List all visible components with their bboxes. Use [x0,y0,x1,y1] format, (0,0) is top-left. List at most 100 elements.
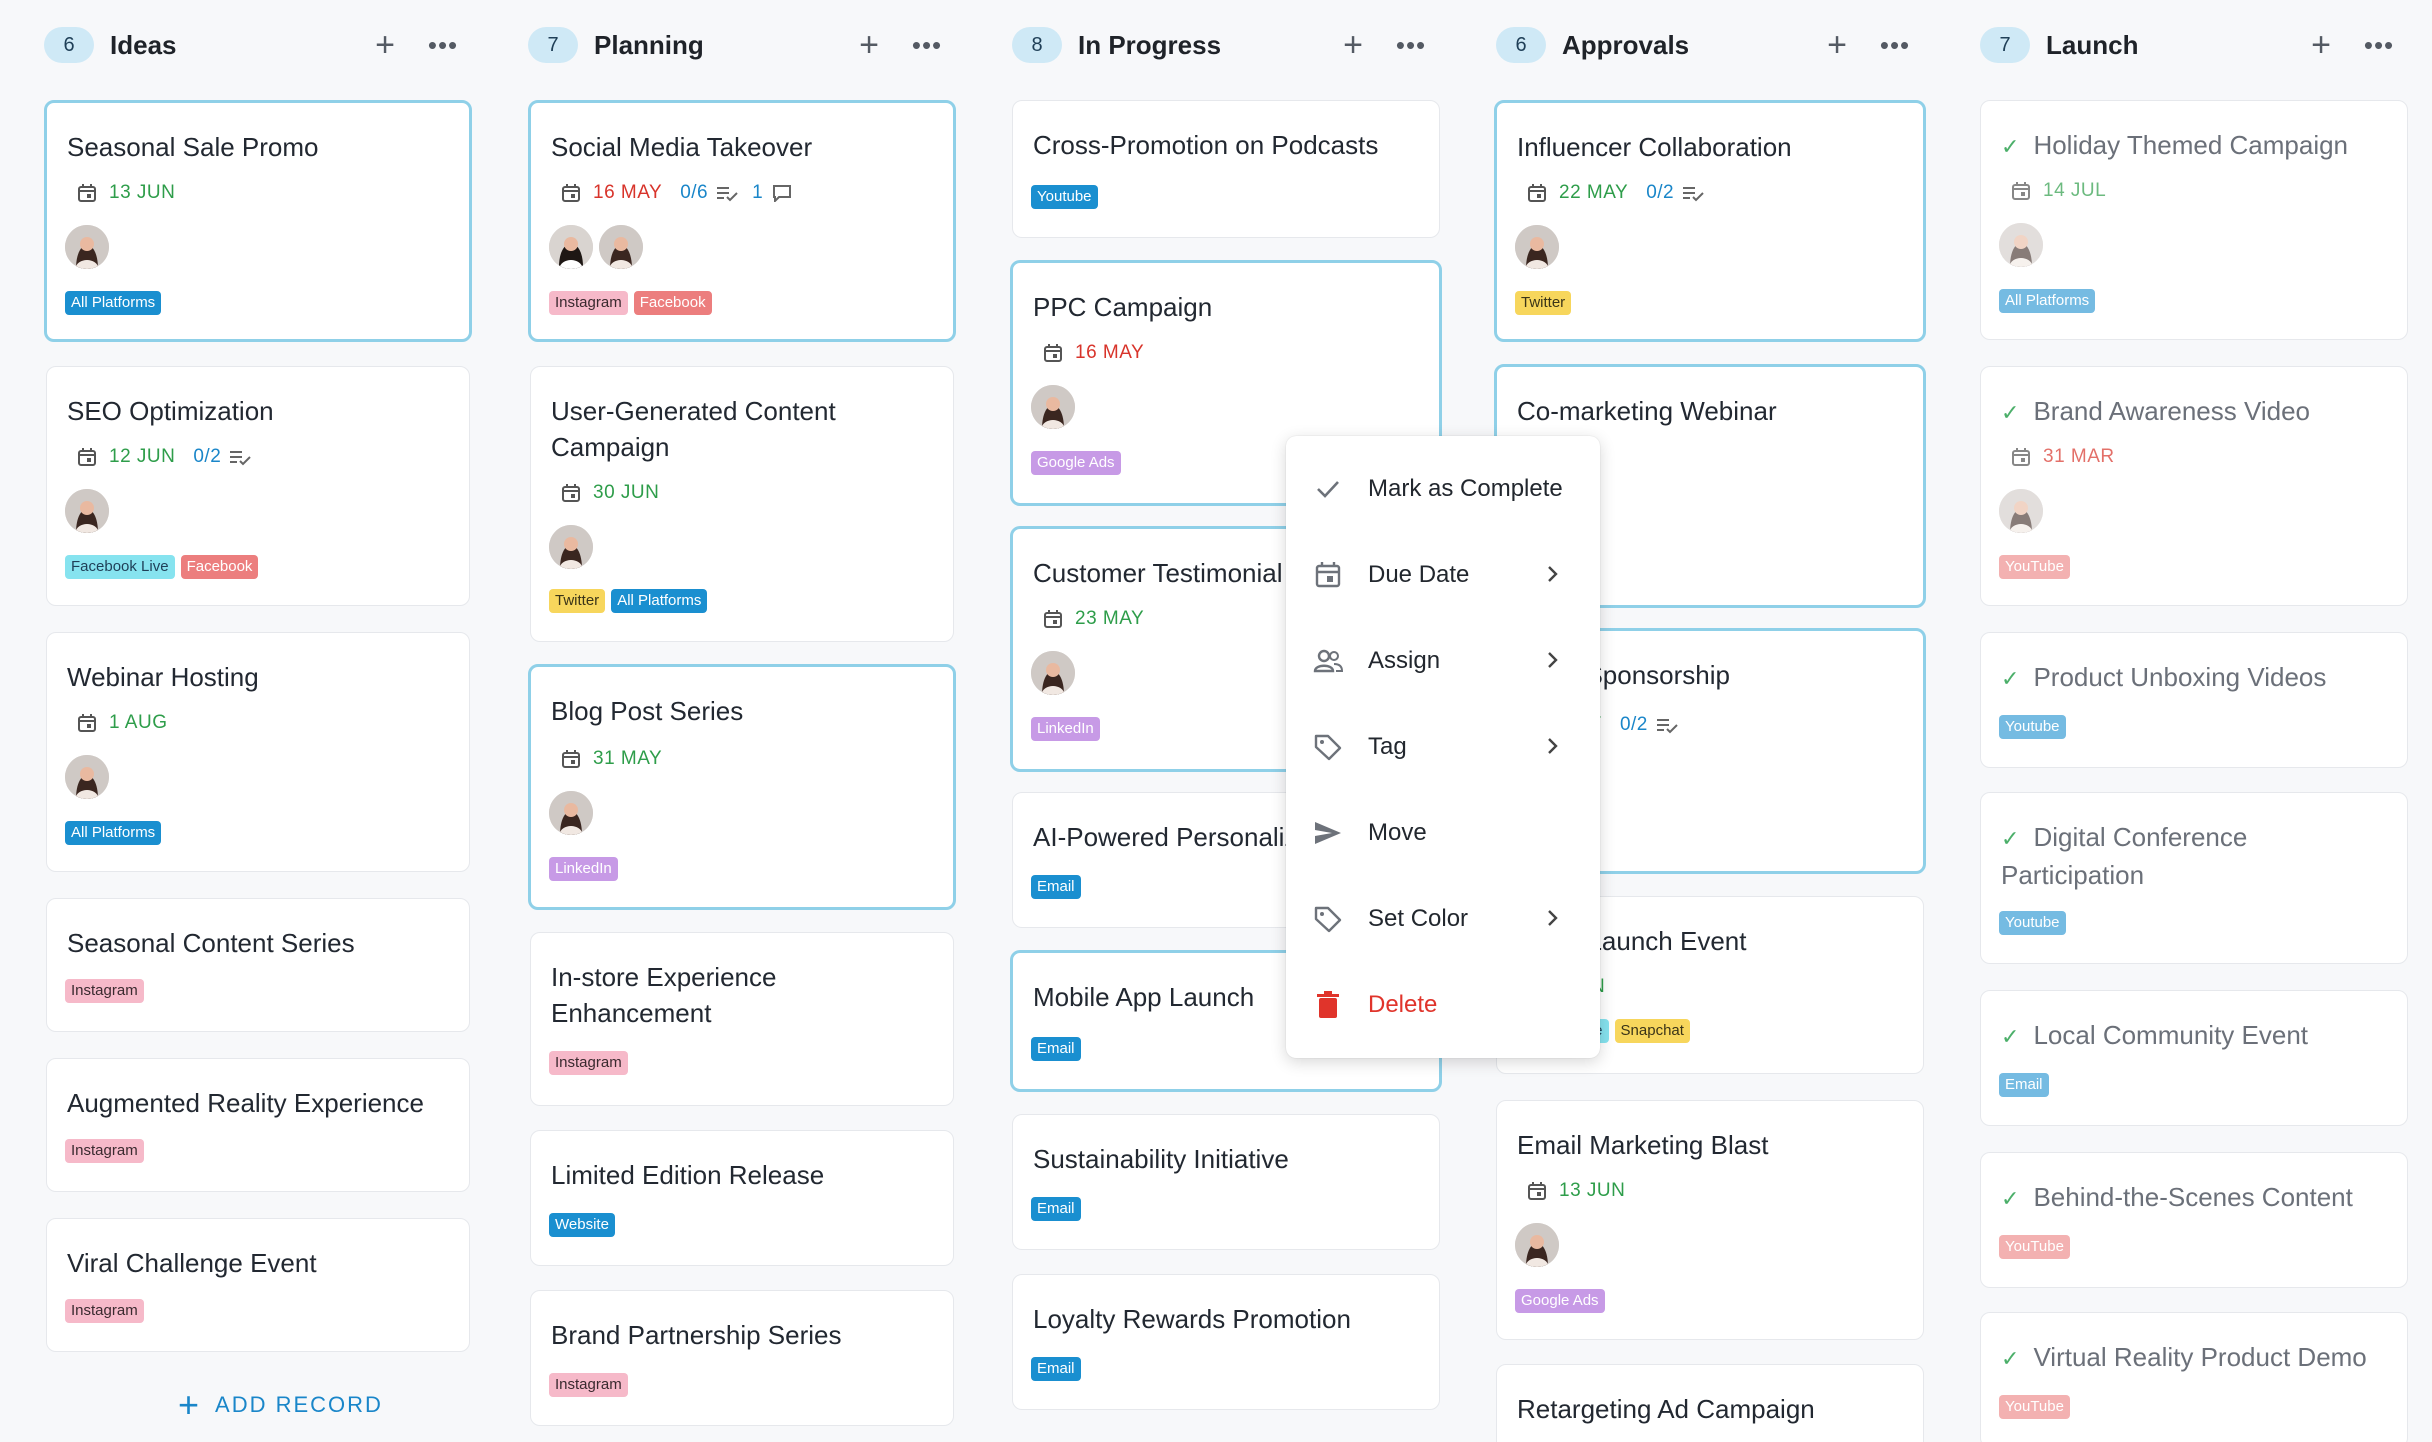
card[interactable]: Retargeting Ad Campaign [1496,1364,1924,1442]
menu-item-due-date[interactable]: Due Date [1286,532,1600,618]
card[interactable]: ✓ Virtual Reality Product Demo YouTube [1980,1312,2408,1442]
menu-item-label: Tag [1368,733,1407,760]
card-title-row: ✓ Holiday Themed Campaign [2001,127,2389,165]
menu-item-set-color[interactable]: Set Color [1286,876,1600,962]
due-date: 22 MAY [1559,182,1629,203]
card-title: Digital Conference Participation [2001,822,2248,890]
avatar[interactable] [599,225,643,269]
column-header: 6 Approvals + ••• [1480,22,1912,68]
subtask-count: 0/2 [1619,714,1648,735]
card-meta: 16 MAY [1033,339,1144,367]
card[interactable]: Limited Edition Release Website [530,1130,954,1266]
avatar[interactable] [1999,489,2043,533]
avatar[interactable] [549,791,593,835]
card[interactable]: Cross-Promotion on Podcasts Youtube [1012,100,1440,238]
menu-item-delete[interactable]: Delete [1286,962,1600,1048]
avatar[interactable] [1515,1223,1559,1267]
menu-item-assign[interactable]: Assign [1286,618,1600,704]
card[interactable]: Social Media Takeover 16 MAY 0/6 1 Insta… [528,100,956,342]
card-title-row: ✓ Local Community Event [2001,1017,2389,1055]
tag: Facebook Live [65,555,175,579]
add-icon[interactable]: + [375,26,395,64]
card-title: Retargeting Ad Campaign [1517,1394,1815,1424]
card[interactable]: SEO Optimization 12 JUN 0/2 Facebook Liv… [46,366,470,606]
card[interactable]: ✓ Digital Conference Participation Youtub… [1980,792,2408,964]
due-date: 13 JUN [109,182,176,203]
card[interactable]: Blog Post Series 31 MAY LinkedIn [528,664,956,910]
card[interactable]: Seasonal Sale Promo 13 JUN All Platforms [44,100,472,342]
menu-item-move[interactable]: Move [1286,790,1600,876]
avatar[interactable] [1031,385,1075,429]
check-icon: ✓ [2001,1346,2020,1371]
calendar-icon [1527,183,1547,203]
column-count-badge: 6 [1496,27,1546,63]
comment-icon [771,184,793,202]
add-record-button[interactable]: + ADD RECORD [178,1384,383,1425]
more-options-icon[interactable]: ••• [1395,30,1427,60]
add-icon[interactable]: + [1827,26,1847,64]
card[interactable]: In-store Experience Enhancement Instagra… [530,932,954,1106]
more-options-icon[interactable]: ••• [1879,30,1911,60]
chevron-right-icon [1540,734,1564,758]
tag-icon [1312,903,1344,935]
avatar[interactable] [549,225,593,269]
subtask-count: 0/6 [680,182,709,203]
card[interactable]: Viral Challenge Event Instagram [46,1218,470,1352]
card[interactable]: Webinar Hosting 1 AUG All Platforms [46,632,470,872]
avatar[interactable] [1031,651,1075,695]
add-icon[interactable]: + [1343,26,1363,64]
card[interactable]: ✓ Local Community Event Email [1980,990,2408,1126]
card-title: Seasonal Content Series [67,928,355,958]
add-icon[interactable]: + [2311,26,2331,64]
check-icon: ✓ [2001,1186,2020,1211]
tag: YouTube [1999,555,2070,579]
calendar-icon [77,713,97,733]
menu-item-label: Due Date [1368,561,1470,588]
column-title: Planning [594,29,704,60]
card[interactable]: ✓ Brand Awareness Video 31 MAR YouTube [1980,366,2408,606]
avatar[interactable] [65,755,109,799]
card-title-row: ✓ Brand Awareness Video [2001,393,2389,431]
card[interactable]: ✓ Holiday Themed Campaign 14 JUL All Plat… [1980,100,2408,340]
card[interactable]: User-Generated Content Campaign 30 JUN T… [530,366,954,642]
column-header: 8 In Progress + ••• [996,22,1428,68]
more-options-icon[interactable]: ••• [911,30,943,60]
menu-item-mark-complete[interactable]: Mark as Complete [1286,446,1600,532]
card-title: Holiday Themed Campaign [2033,130,2349,160]
avatar[interactable] [65,225,109,269]
card[interactable]: Brand Partnership Series Instagram [530,1290,954,1426]
tag: Instagram [549,1373,628,1397]
tag: Website [549,1213,615,1237]
add-record-label: ADD RECORD [215,1392,383,1417]
more-options-icon[interactable]: ••• [427,30,459,60]
card[interactable]: Email Marketing Blast 13 JUN Google Ads [1496,1100,1924,1340]
calendar-icon [1043,343,1063,363]
card[interactable]: Augmented Reality Experience Instagram [46,1058,470,1192]
card[interactable]: Seasonal Content Series Instagram [46,898,470,1032]
card-meta: 30 JUN [551,479,659,507]
calendar-icon [77,183,97,203]
avatar[interactable] [65,489,109,533]
calendar-icon [561,749,581,769]
avatar[interactable] [1999,223,2043,267]
add-icon[interactable]: + [859,26,879,64]
tag: Google Ads [1515,1289,1605,1313]
check-icon: ✓ [2001,826,2020,851]
tag: Snapchat [1614,1019,1690,1043]
card[interactable]: ✓ Behind-the-Scenes Content YouTube [1980,1152,2408,1288]
column-count-badge: 7 [528,27,578,63]
card[interactable]: Sustainability Initiative Email [1012,1114,1440,1250]
plus-icon: + [178,1384,202,1425]
avatar[interactable] [549,525,593,569]
tag: Email [1031,1037,1081,1061]
menu-item-tag[interactable]: Tag [1286,704,1600,790]
card[interactable]: ✓ Product Unboxing Videos Youtube [1980,632,2408,768]
card-title: User-Generated Content Campaign [551,396,836,462]
column-count-badge: 7 [1980,27,2030,63]
column-title: Launch [2046,29,2139,60]
tag: Instagram [549,291,628,315]
more-options-icon[interactable]: ••• [2363,30,2395,60]
card[interactable]: Loyalty Rewards Promotion Email [1012,1274,1440,1410]
card[interactable]: Influencer Collaboration 22 MAY 0/2 Twit… [1494,100,1926,342]
avatar[interactable] [1515,225,1559,269]
